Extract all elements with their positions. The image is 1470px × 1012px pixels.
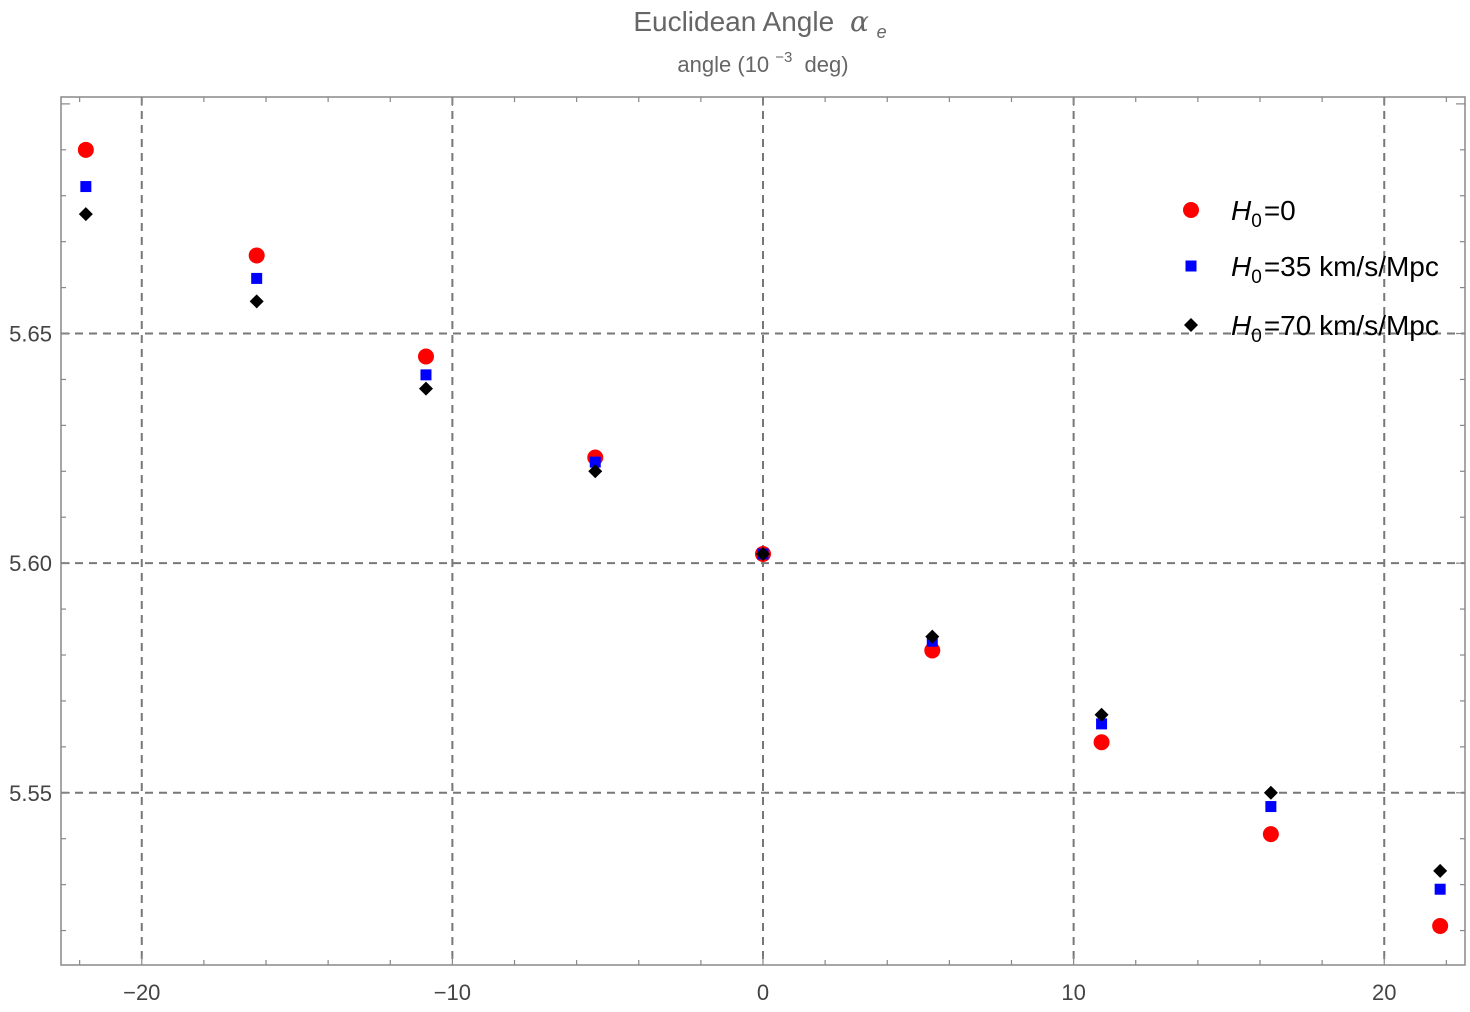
series-2-point-2 — [418, 381, 433, 396]
series-2-point-7 — [1263, 785, 1278, 800]
series-0-point-2 — [417, 348, 434, 365]
legend-marker-1 — [1185, 260, 1197, 272]
chart-subtitle-exponent: −3 — [775, 49, 792, 66]
series-2-point-5 — [925, 629, 940, 644]
chart-title-symbol: α — [850, 5, 869, 38]
x-tick-label-2: 0 — [757, 980, 769, 1005]
series-1-point-8 — [1434, 883, 1446, 895]
series-2-point-1 — [249, 294, 264, 309]
legend-label-2: H0=70 km/s/Mpc — [1231, 310, 1439, 347]
x-tick-label-3: 10 — [1061, 980, 1085, 1005]
axis-ticks — [61, 97, 1465, 965]
series-0-point-7 — [1262, 826, 1279, 843]
legend-marker-0 — [1183, 202, 1199, 218]
series-2-point-3 — [588, 464, 603, 479]
chart-title: Euclidean Angle α e — [633, 5, 886, 42]
axis-tick-labels: −20 −10 0 10 20 5.55 5.60 5.65 — [9, 322, 1396, 1005]
legend: H0=0 H0=35 km/s/Mpc H0=70 km/s/Mpc — [1183, 195, 1439, 347]
series-0-point-0 — [77, 141, 94, 158]
series-2-point-4 — [756, 546, 770, 561]
y-tick-label-2: 5.65 — [9, 322, 52, 347]
chart-title-symbol-sub: e — [877, 22, 887, 42]
series-0-point-6 — [1093, 734, 1110, 751]
y-tick-label-1: 5.60 — [9, 551, 52, 576]
chart-subtitle: angle (10 −3 deg) — [677, 42, 848, 77]
series-1-point-7 — [1265, 801, 1277, 813]
grid — [61, 97, 1465, 965]
x-tick-label-1: −10 — [434, 980, 471, 1005]
series-0-point-8 — [1432, 917, 1449, 934]
chart-subtitle-unit: deg) — [805, 52, 849, 77]
x-tick-label-4: 20 — [1372, 980, 1396, 1005]
series-1-point-6 — [1096, 718, 1108, 730]
series-2-point-0 — [78, 207, 93, 222]
legend-label-1: H0=35 km/s/Mpc — [1231, 251, 1439, 288]
data-points — [77, 141, 1449, 934]
x-tick-label-0: −20 — [123, 980, 160, 1005]
y-tick-label-0: 5.55 — [9, 781, 52, 806]
series-1-point-2 — [420, 369, 432, 381]
series-1-point-3 — [589, 456, 601, 468]
series-1-point-1 — [251, 272, 263, 284]
chart-subtitle-text: angle (10 — [677, 52, 769, 77]
series-0-point-1 — [248, 247, 265, 264]
series-1-point-0 — [80, 181, 92, 193]
legend-marker-2 — [1184, 318, 1198, 332]
legend-label-0: H0=0 — [1231, 195, 1296, 232]
series-2-point-8 — [1433, 863, 1448, 878]
series-2-point-6 — [1094, 707, 1109, 722]
chart-title-text: Euclidean Angle — [633, 6, 834, 37]
